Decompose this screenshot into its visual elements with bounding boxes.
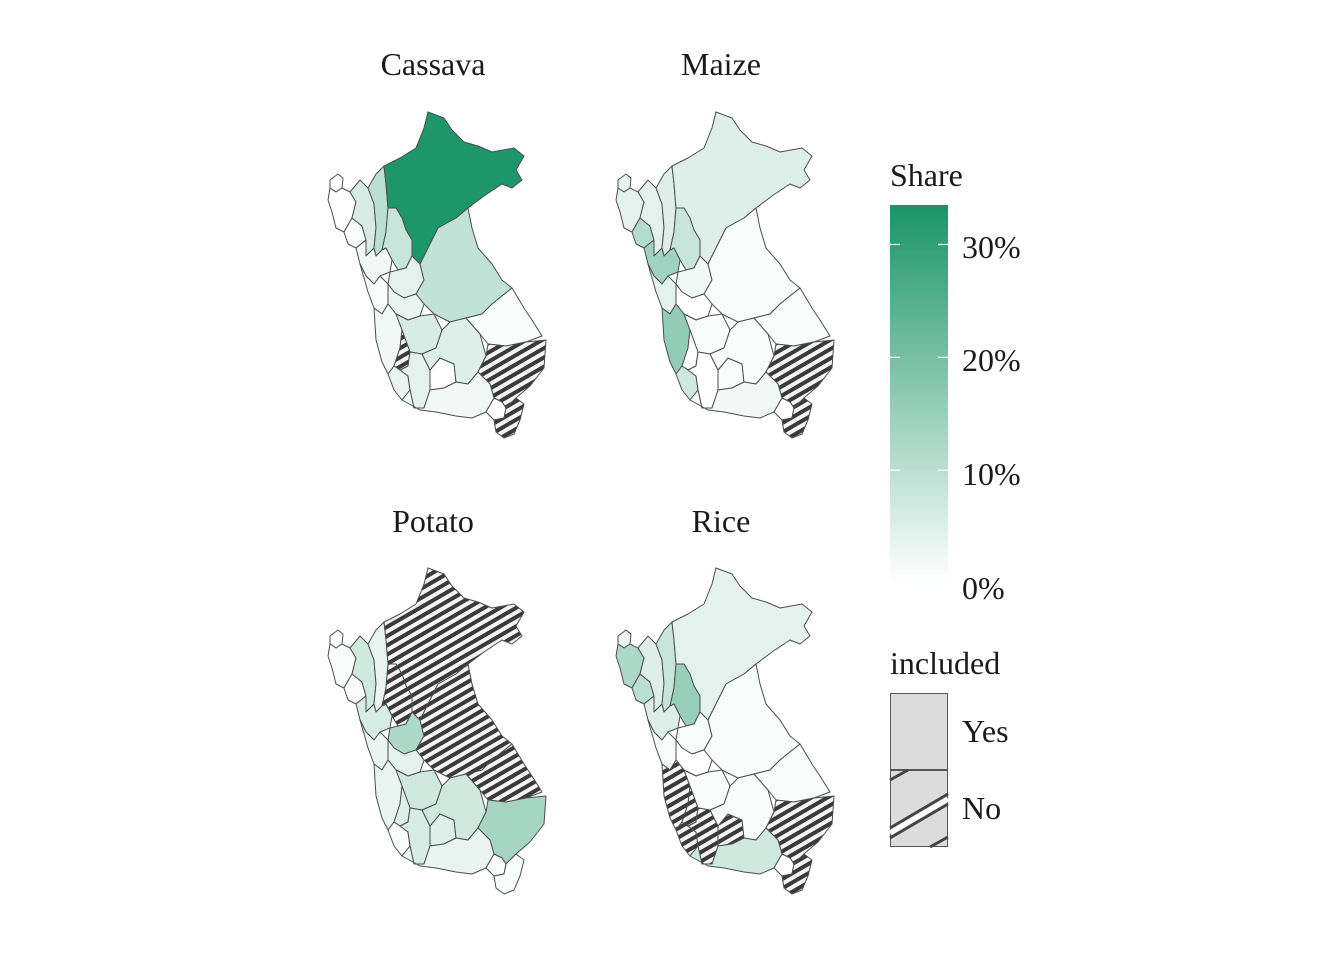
- region-madrededios: [753, 743, 831, 803]
- map-maize: [615, 111, 835, 439]
- legend-title-share: Share: [890, 157, 963, 193]
- share-colorbar: [890, 205, 948, 583]
- legend-tick-0: 0%: [962, 570, 1005, 606]
- panel-title-rice: Rice: [691, 503, 751, 539]
- region-tacna: [781, 853, 813, 895]
- region-tacna: [781, 397, 813, 439]
- legend-tick-30: 30%: [962, 229, 1021, 265]
- panel-title-maize: Maize: [681, 46, 761, 82]
- colorbar-gradient: [890, 205, 948, 583]
- panel-title-cassava: Cassava: [380, 46, 486, 82]
- legend-key-yes: [890, 693, 948, 770]
- region-madrededios: [465, 287, 543, 347]
- region-madrededios: [465, 743, 543, 803]
- legend-title-included: included: [890, 645, 1001, 681]
- legend-tick-10: 10%: [962, 456, 1021, 492]
- map-potato: [327, 567, 547, 895]
- legend-label-yes: Yes: [962, 713, 1009, 749]
- region-arequipa: [689, 371, 783, 419]
- region-tacna: [493, 397, 525, 439]
- map-rice: [615, 567, 835, 895]
- region-tacna: [493, 853, 525, 895]
- region-arequipa: [401, 371, 495, 419]
- region-madrededios: [753, 287, 831, 347]
- region-arequipa: [401, 827, 495, 875]
- region-arequipa: [689, 827, 783, 875]
- legend-tick-20: 20%: [962, 342, 1021, 378]
- legend-key-no: [888, 768, 950, 849]
- legend-label-no: No: [962, 790, 1002, 826]
- map-cassava: [327, 111, 547, 439]
- panel-title-potato: Potato: [392, 503, 474, 539]
